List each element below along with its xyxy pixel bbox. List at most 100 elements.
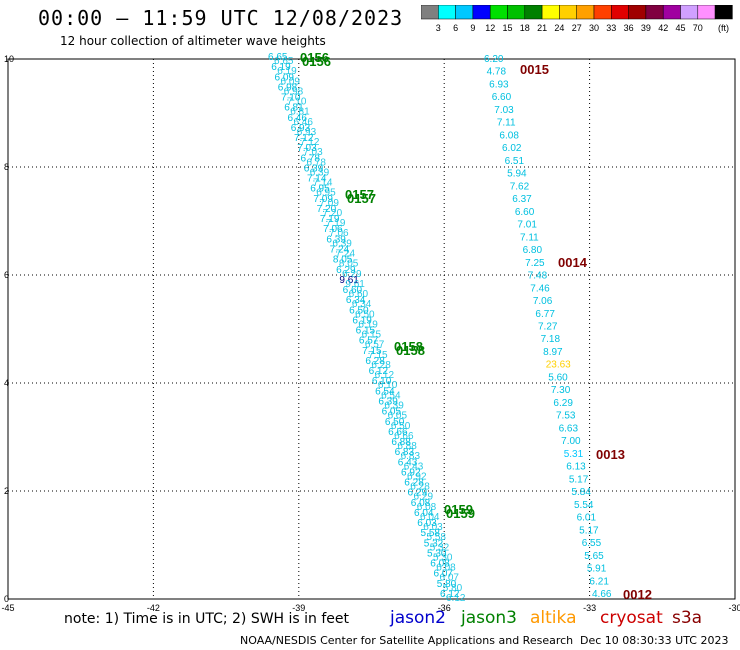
wave-height-label: 6.39	[384, 400, 404, 411]
legend-s3a: s3a	[672, 608, 703, 628]
wave-height-label: 7.19	[326, 218, 346, 229]
wave-height-label: 7.03	[297, 143, 317, 154]
wave-height-label: 6.98	[278, 82, 298, 93]
legend-tick-label: 36	[624, 23, 634, 33]
wave-height-label: 6.07	[434, 569, 454, 580]
wave-height-label: 6.34	[346, 295, 366, 306]
x-tick-label: -39	[292, 603, 305, 613]
wave-height-label: 6.51	[505, 156, 525, 167]
wave-height-label: 6.08	[436, 563, 456, 574]
x-tick-label: -45	[1, 603, 14, 613]
wave-height-label: 6.28	[410, 482, 430, 493]
wave-height-label: 7.25	[525, 258, 545, 269]
wave-height-label: 6.08	[417, 502, 437, 513]
pass-label: 0156	[302, 54, 331, 69]
wave-height-label: 6.57	[359, 336, 379, 347]
wave-height-label: 6.08	[411, 498, 431, 509]
wave-height-label: 6.13	[566, 462, 586, 473]
wave-height-label: 7.06	[533, 296, 553, 307]
wave-height-label: 7.01	[517, 220, 537, 231]
wave-height-label: 6.09	[280, 76, 300, 87]
wave-height-label: 7.24	[330, 245, 350, 256]
legend-tick-label: 9	[470, 23, 475, 33]
wave-height-label: 5.54	[574, 500, 594, 511]
wave-height-label: 23.63	[546, 360, 571, 371]
legend-tick-label: 70	[693, 23, 703, 33]
wave-height-label: 6.50	[349, 305, 369, 316]
wave-height-label: 6.09	[274, 72, 294, 83]
wave-height-label: 6.81	[284, 103, 304, 114]
wave-height-label: 6.19	[271, 62, 291, 73]
wave-height-label: 6.37	[512, 194, 532, 205]
wave-height-label: 6.21	[589, 576, 609, 587]
credit-line: NOAA/NESDIS Center for Satellite Applica…	[240, 634, 574, 647]
wave-height-label: 4.66	[592, 589, 612, 600]
legend-tick-label: 6	[453, 23, 458, 33]
wave-height-label: 6.29	[408, 488, 428, 499]
pass-label: 0015	[520, 62, 549, 77]
wave-height-label: 7.53	[556, 411, 576, 422]
pass-label: 0014	[558, 255, 588, 270]
y-tick-label: 2	[4, 486, 9, 496]
wave-height-label: 7.18	[541, 334, 561, 345]
wave-height-label: 6.02	[502, 143, 522, 154]
wave-height-label: 8.05	[339, 259, 359, 270]
legend-tick-label: 3	[436, 23, 441, 33]
chart-title: 00:00 – 11:59 UTC 12/08/2023	[38, 6, 404, 30]
legend-jason2: jason2	[390, 608, 446, 628]
wave-height-label: 7.11	[520, 232, 539, 243]
pass-label: 0156	[300, 50, 329, 65]
wave-height-label: 5.65	[584, 551, 604, 562]
wave-height-label: 6.01	[577, 513, 597, 524]
wave-height-label: 7.48	[528, 271, 548, 282]
wave-height-label: 9.61	[339, 275, 359, 286]
wave-height-label: 6.92	[401, 467, 421, 478]
legend-tick-label: 12	[485, 23, 495, 33]
wave-height-label: 7.15	[362, 346, 382, 357]
wave-height-label: 7.20	[317, 204, 337, 215]
wave-height-label: 6.93	[291, 123, 311, 134]
wave-height-label: 5.17	[569, 474, 589, 485]
wave-height-label: 6.39	[326, 234, 346, 245]
legend-tick-label: 33	[606, 23, 616, 33]
wave-height-label: 5.58	[427, 532, 447, 543]
generation-timestamp: Dec 10 08:30:33 UTC 2023	[580, 634, 729, 647]
wave-height-label: 6.20	[484, 54, 504, 65]
wave-height-label: 6.29	[553, 398, 573, 409]
wave-height-label: 6.28	[371, 360, 391, 371]
wave-height-label: 6.12	[440, 589, 460, 600]
y-tick-label: 8	[4, 162, 9, 172]
wave-height-label: 5.31	[564, 449, 584, 460]
wave-height-label: 7.12	[300, 137, 320, 148]
wave-height-label: 5.80	[437, 579, 457, 590]
wave-height-label: 6.50	[385, 417, 405, 428]
pass-label: 0157	[345, 187, 374, 202]
wave-height-label: 6.15	[356, 326, 376, 337]
wave-height-label: 6.66	[388, 427, 408, 438]
pass-label: 0012	[623, 587, 652, 602]
wave-height-label: 6.95	[316, 188, 336, 199]
legend-swatch	[714, 5, 733, 20]
x-tick-label: -42	[147, 603, 160, 613]
legend-tick-label: 45	[675, 23, 685, 33]
wave-height-label: 6.12	[446, 593, 466, 604]
wave-height-label: 6.54	[381, 390, 401, 401]
wave-height-label: 7.12	[294, 133, 314, 144]
y-tick-label: 6	[4, 270, 9, 280]
wave-height-label: 6.03	[423, 522, 443, 533]
wave-height-label: 5.32	[424, 538, 444, 549]
wave-height-label: 7.09	[313, 194, 333, 205]
wave-height-label: 6.93	[297, 127, 317, 138]
legend-tick-label: 27	[572, 23, 582, 33]
wave-height-label: 6.63	[559, 423, 579, 434]
wave-height-label: 6.10	[372, 376, 392, 387]
wave-height-label: 6.93	[489, 79, 509, 90]
footer-note: note: 1) Time is in UTC; 2) SWH is in fe…	[64, 611, 350, 627]
wave-height-label: 6.08	[430, 559, 450, 570]
wave-height-label: 7.14	[313, 178, 333, 189]
wave-height-label: 6.10	[378, 380, 398, 391]
wave-height-label: 6.54	[375, 386, 395, 397]
wave-height-label: 7.14	[307, 174, 327, 185]
wave-height-label: 6.15	[362, 330, 382, 341]
wave-height-label: 7.46	[530, 283, 550, 294]
